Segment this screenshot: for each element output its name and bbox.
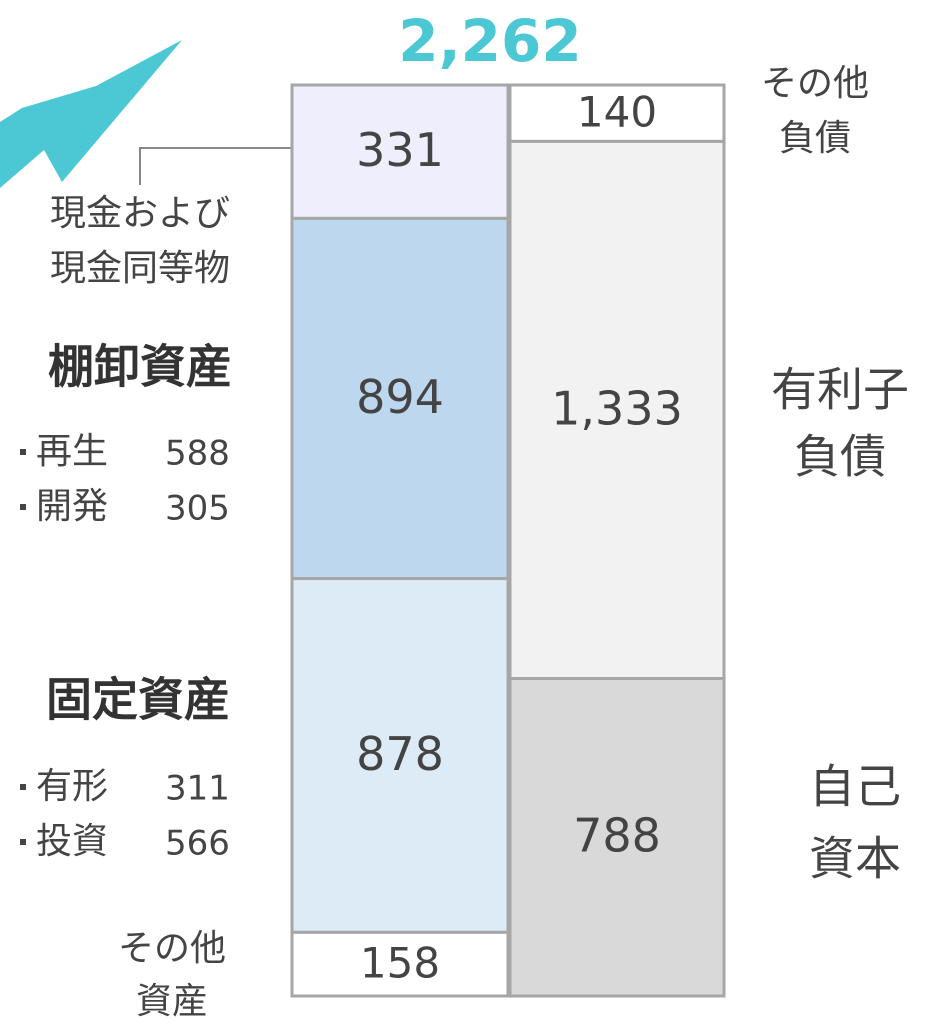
segment [508,139,726,680]
segment [290,577,510,934]
category-label: 棚卸資産 [48,340,232,394]
value-label: 140 [577,88,657,137]
detail-value: 305 [165,489,230,529]
total-title: 2,262 [398,7,581,75]
category-label: その他 [118,928,226,969]
bullet [20,449,26,455]
detail-name: 再生 [36,431,108,472]
leader-line [139,147,292,185]
category-label: 有利子 [771,363,909,417]
category-label: 負債 [794,430,886,484]
category-label: 資産 [136,981,208,1022]
segment [508,676,726,998]
category-label: 資本 [809,832,901,886]
segment [290,930,510,998]
segment [290,83,510,220]
bullet [20,784,26,790]
bullet [20,839,26,845]
arrow [0,40,182,188]
value-label: 1,333 [551,381,683,435]
detail-value: 566 [165,824,230,864]
bullet [20,504,26,510]
value-label: 158 [360,939,440,988]
category-label: 現金同等物 [50,248,230,289]
category-label: 自己 [809,760,901,814]
value-label: 878 [356,727,444,781]
detail-value: 311 [165,769,230,809]
detail-name: 開発 [36,486,108,527]
category-label: 現金および [50,193,230,234]
detail-value: 588 [165,434,230,474]
detail-name: 投資 [36,821,108,862]
detail-name: 有形 [36,766,108,807]
value-label: 894 [356,370,444,424]
value-label: 331 [356,123,444,177]
category-label: その他 [761,63,869,104]
category-label: 負債 [779,118,851,159]
value-label: 788 [573,809,661,863]
segment [290,216,510,581]
category-label: 固定資産 [46,673,230,727]
